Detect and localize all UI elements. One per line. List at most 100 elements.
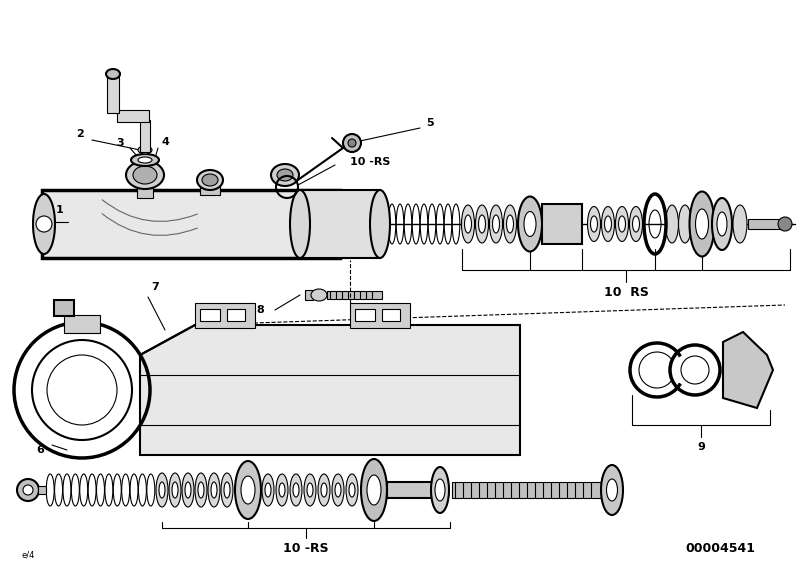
- Ellipse shape: [276, 474, 288, 506]
- Circle shape: [348, 139, 356, 147]
- Bar: [452, 482, 607, 498]
- Ellipse shape: [633, 216, 639, 232]
- Ellipse shape: [182, 473, 194, 507]
- Bar: [64, 315, 100, 333]
- Ellipse shape: [195, 473, 207, 507]
- Ellipse shape: [335, 483, 341, 497]
- Ellipse shape: [524, 211, 536, 237]
- Text: 9: 9: [697, 442, 705, 452]
- Ellipse shape: [435, 479, 445, 501]
- Text: 10  RS: 10 RS: [603, 285, 649, 298]
- Bar: [38, 486, 46, 494]
- Ellipse shape: [587, 206, 601, 241]
- Bar: [117, 110, 149, 122]
- Circle shape: [36, 216, 52, 232]
- Ellipse shape: [138, 146, 152, 154]
- Ellipse shape: [224, 482, 230, 498]
- Text: 1: 1: [56, 205, 64, 215]
- Bar: [350, 303, 410, 328]
- Ellipse shape: [221, 473, 233, 507]
- Text: 7: 7: [151, 282, 159, 292]
- Ellipse shape: [159, 482, 165, 498]
- Ellipse shape: [279, 483, 285, 497]
- Ellipse shape: [717, 212, 727, 236]
- Ellipse shape: [618, 216, 626, 232]
- Ellipse shape: [615, 206, 629, 241]
- Ellipse shape: [367, 475, 381, 505]
- Ellipse shape: [666, 205, 678, 243]
- Ellipse shape: [318, 474, 330, 506]
- Bar: [227, 309, 245, 321]
- Bar: [327, 291, 382, 299]
- Ellipse shape: [185, 482, 191, 498]
- Ellipse shape: [138, 157, 152, 163]
- Ellipse shape: [370, 190, 390, 258]
- Ellipse shape: [346, 474, 358, 506]
- Ellipse shape: [733, 205, 747, 243]
- Circle shape: [23, 485, 33, 495]
- Bar: [387, 482, 432, 498]
- Ellipse shape: [590, 216, 598, 232]
- Polygon shape: [723, 332, 773, 408]
- Ellipse shape: [462, 205, 475, 243]
- Ellipse shape: [601, 465, 623, 515]
- Ellipse shape: [606, 479, 618, 501]
- Bar: [300, 190, 380, 258]
- Text: 4: 4: [161, 137, 169, 147]
- Ellipse shape: [202, 174, 218, 186]
- Ellipse shape: [271, 164, 299, 186]
- Ellipse shape: [106, 69, 120, 79]
- Ellipse shape: [311, 289, 327, 301]
- Circle shape: [343, 134, 361, 152]
- Ellipse shape: [33, 194, 55, 254]
- Ellipse shape: [695, 209, 709, 239]
- Ellipse shape: [690, 192, 714, 257]
- Text: 2: 2: [76, 129, 84, 139]
- Bar: [54, 300, 74, 316]
- Text: 00004541: 00004541: [685, 541, 755, 554]
- Ellipse shape: [490, 205, 503, 243]
- Ellipse shape: [290, 474, 302, 506]
- Ellipse shape: [169, 473, 181, 507]
- Ellipse shape: [133, 166, 157, 184]
- Ellipse shape: [307, 483, 313, 497]
- Ellipse shape: [605, 216, 611, 232]
- Text: 8: 8: [256, 305, 264, 315]
- Text: 5: 5: [426, 118, 434, 128]
- Ellipse shape: [235, 461, 261, 519]
- Bar: [140, 120, 150, 152]
- Ellipse shape: [507, 215, 514, 233]
- Bar: [200, 185, 220, 195]
- Ellipse shape: [208, 473, 220, 507]
- Bar: [355, 309, 375, 321]
- Text: 10 -RS: 10 -RS: [283, 541, 329, 554]
- Ellipse shape: [241, 476, 255, 504]
- Ellipse shape: [332, 474, 344, 506]
- Text: e/4: e/4: [22, 550, 35, 559]
- Ellipse shape: [262, 474, 274, 506]
- Ellipse shape: [479, 215, 486, 233]
- Ellipse shape: [265, 483, 271, 497]
- Ellipse shape: [197, 170, 223, 190]
- Bar: [137, 188, 153, 198]
- Ellipse shape: [361, 459, 387, 521]
- Ellipse shape: [293, 483, 299, 497]
- Ellipse shape: [277, 169, 293, 181]
- Ellipse shape: [156, 473, 168, 507]
- Text: 10 -RS: 10 -RS: [350, 157, 390, 167]
- Ellipse shape: [126, 161, 164, 189]
- Ellipse shape: [321, 483, 327, 497]
- Ellipse shape: [678, 205, 691, 243]
- Circle shape: [778, 217, 792, 231]
- Ellipse shape: [211, 482, 217, 498]
- Ellipse shape: [290, 190, 310, 258]
- Bar: [200, 309, 220, 321]
- Ellipse shape: [518, 197, 542, 251]
- Bar: [107, 75, 119, 113]
- Ellipse shape: [198, 482, 204, 498]
- Ellipse shape: [464, 215, 471, 233]
- Bar: [42, 190, 340, 258]
- Text: 6: 6: [36, 445, 44, 455]
- Ellipse shape: [349, 483, 355, 497]
- Ellipse shape: [172, 482, 178, 498]
